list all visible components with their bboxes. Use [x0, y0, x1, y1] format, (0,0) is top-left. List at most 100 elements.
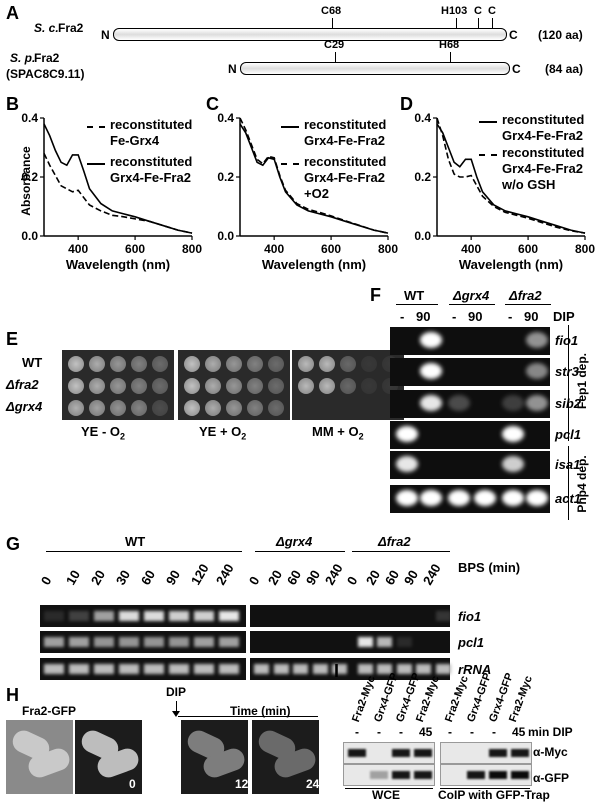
i-dip-val: - [377, 725, 381, 739]
yeast-spot [340, 356, 356, 372]
yeast-spot [340, 378, 356, 394]
g-band [144, 637, 164, 647]
f-dip-label: DIP [553, 309, 575, 324]
yeast-spot [319, 356, 335, 372]
g-wt-label: WT [125, 534, 146, 549]
i-band [392, 771, 410, 779]
legend-text: Fe-Grx4 [110, 133, 160, 148]
g-time-label: 60 [381, 567, 403, 588]
yeast-spot [89, 400, 105, 416]
yeast-spot [247, 400, 263, 416]
yeast-spot [131, 378, 147, 394]
g-time-label: 20 [264, 567, 286, 588]
x-tick-label: 800 [378, 242, 398, 256]
g-band [357, 664, 373, 674]
sp-site-h68: H68 [439, 39, 460, 51]
h-frame-time: 12 [235, 777, 249, 791]
h-gfp-frame [252, 720, 319, 794]
i-band [511, 771, 529, 779]
h-gfp-frame [181, 720, 248, 794]
legend-text: Grx4-Fe-Fra2 [502, 161, 583, 176]
sc-site-h103: H103 [441, 5, 468, 17]
g-band [69, 637, 89, 647]
i-underline [440, 788, 530, 789]
h-time-bar [178, 716, 318, 717]
legend-text: reconstituted [304, 154, 387, 169]
yeast-spot [131, 400, 147, 416]
g-underline [352, 551, 450, 552]
y-tick-label: 0.0 [414, 229, 431, 243]
sc-site-c: C [488, 5, 496, 17]
i-band [392, 749, 410, 757]
i-dip-val: - [470, 725, 474, 739]
g-band [357, 637, 373, 647]
g-band [169, 637, 189, 647]
y-tick-label: 0.4 [21, 111, 38, 125]
f-strain-underline [396, 304, 438, 305]
g-band [377, 664, 392, 674]
x-tick-label: 800 [182, 242, 202, 256]
i-band [489, 749, 507, 757]
f-band [526, 490, 548, 506]
sp-site-tick [335, 52, 336, 62]
g-band [169, 664, 189, 674]
g-band [119, 664, 139, 674]
g-band [144, 664, 164, 674]
g-time-label: 60 [283, 567, 305, 588]
yeast-spot [152, 400, 168, 416]
f-band [396, 426, 418, 442]
f-gene-label: isa1 [555, 458, 580, 471]
f-group-php4: Php4 dep. [575, 455, 589, 513]
f-band [502, 456, 524, 472]
g-band [219, 664, 239, 674]
yeast-spot [298, 356, 314, 372]
sp-fra2-bar [240, 62, 510, 75]
i-dip-val: 45 [512, 725, 526, 739]
condition-label: MM + O2 [312, 424, 364, 442]
f-bracket-php4 [568, 446, 569, 520]
yeast-spot [268, 356, 284, 372]
g-time-label: 90 [162, 567, 184, 588]
f-gene-label: fio1 [555, 333, 579, 348]
f-lane-label: 90 [468, 309, 483, 324]
g-underline [46, 551, 242, 552]
g-blot-row [250, 658, 451, 680]
i-band [370, 771, 388, 779]
g-time-label: 20 [362, 567, 384, 588]
yeast-spot [68, 400, 84, 416]
g-band [416, 664, 431, 674]
condition-label: YE - O2 [81, 424, 126, 442]
spot-plate [292, 350, 404, 420]
panel-label-i: I [334, 661, 340, 681]
yeast-spot [205, 400, 221, 416]
x-axis-label: Wavelength (nm) [459, 257, 563, 272]
yeast-spot [247, 356, 263, 372]
g-band [435, 611, 451, 621]
series-line-solid [43, 123, 193, 234]
i-band [489, 771, 507, 779]
g-row-label: fio1 [458, 609, 482, 624]
legend-text: Grx4-Fe-Fra2 [304, 133, 385, 148]
x-tick-label: 600 [125, 242, 145, 256]
f-band [526, 332, 548, 348]
x-tick-label: 800 [575, 242, 595, 256]
i-underline [345, 788, 433, 789]
f-strain-grx4: Δgrx4 [453, 288, 490, 303]
yeast-spot [226, 356, 242, 372]
y-tick-label: 0.4 [217, 111, 234, 125]
legend-text: Grx4-Fe-Fra2 [110, 170, 191, 185]
sc-site-tick [332, 18, 333, 28]
yeast-spot [184, 400, 200, 416]
f-blot-row [390, 390, 550, 418]
g-time-label: 10 [62, 567, 84, 588]
sc-site-tick [478, 18, 479, 28]
i-dip-val: - [355, 725, 359, 739]
g-time-label: 0 [343, 573, 361, 588]
legend-solid-swatch [479, 121, 497, 123]
yeast-spot [68, 378, 84, 394]
sc-length: (120 aa) [538, 28, 583, 42]
f-lane-label: - [400, 309, 405, 324]
sp-c-term: C [512, 62, 521, 76]
g-time-label: 0 [245, 573, 263, 588]
x-tick-label: 600 [518, 242, 538, 256]
